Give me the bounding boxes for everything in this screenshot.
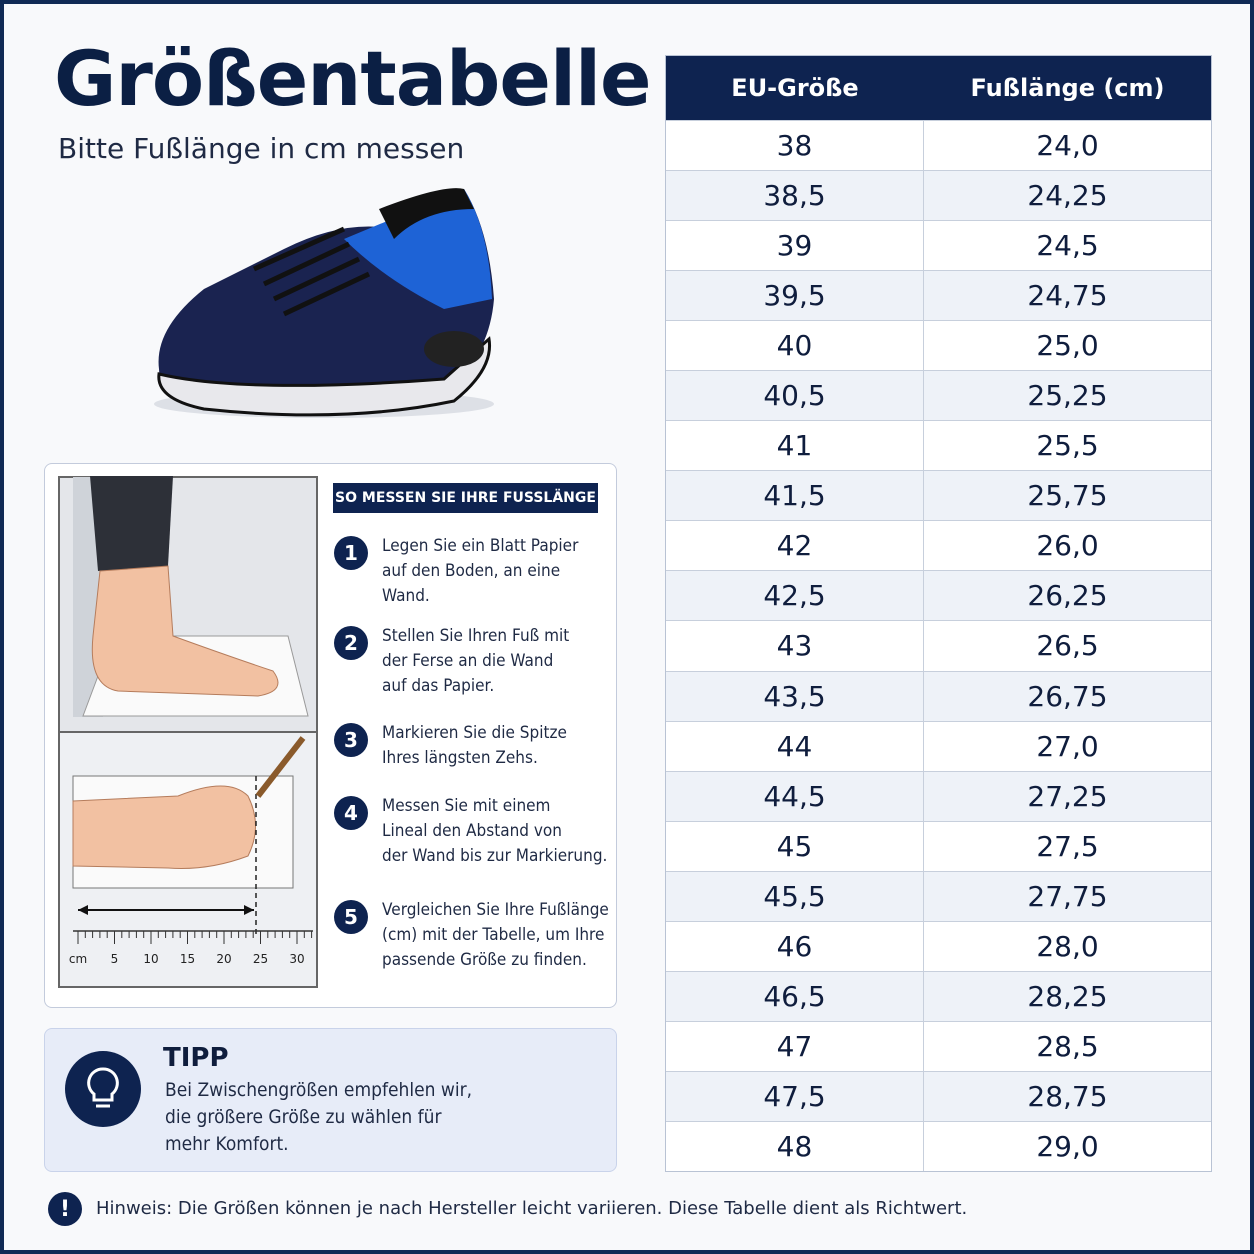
tip-title: TIPP bbox=[163, 1043, 229, 1073]
shoe-image bbox=[154, 188, 494, 418]
foot-illustration bbox=[58, 476, 318, 988]
step-text: passende Größe zu finden. bbox=[382, 950, 587, 970]
title: Größentabelle bbox=[54, 34, 652, 123]
step-text: auf den Boden, an eine bbox=[382, 561, 561, 581]
instructions-box: cm 5 10 15 20 25 30 bbox=[44, 463, 617, 1008]
table-cell: 27,25 bbox=[924, 770, 1211, 821]
step-number: 1 bbox=[334, 536, 368, 570]
table-cell: 38,5 bbox=[666, 170, 924, 221]
instructions-title: SO MESSEN SIE IHRE FUSSLÄNGE bbox=[333, 483, 598, 513]
step-text: auf das Papier. bbox=[382, 676, 495, 696]
table-cell: 26,0 bbox=[924, 520, 1211, 571]
table-cell: 40,5 bbox=[666, 370, 924, 421]
table-cell: 41,5 bbox=[666, 470, 924, 521]
table-cell: 44 bbox=[666, 720, 924, 771]
table-cell: 29,0 bbox=[924, 1120, 1211, 1171]
ruler-label: 15 bbox=[179, 952, 196, 966]
ruler-label: 10 bbox=[143, 952, 159, 966]
table-cell: 47 bbox=[666, 1020, 924, 1071]
table-cell: 41 bbox=[666, 420, 924, 471]
table-cell: 28,5 bbox=[924, 1020, 1211, 1071]
tip-box: TIPP Bei Zwischengrößen empfehlen wir, di… bbox=[44, 1028, 617, 1172]
table-cell: 24,75 bbox=[924, 270, 1211, 321]
table-cell: 43 bbox=[666, 620, 924, 671]
ruler-label: 5 bbox=[110, 952, 119, 966]
table-cell: 45,5 bbox=[666, 870, 924, 921]
table-cell: 40 bbox=[666, 320, 924, 371]
table-cell: 46,5 bbox=[666, 970, 924, 1021]
step-text: Markieren Sie die Spitze bbox=[382, 723, 567, 743]
table-cell: 46 bbox=[666, 920, 924, 971]
step-number: 4 bbox=[334, 796, 368, 830]
column-header: EU-Größe bbox=[666, 56, 925, 120]
table-cell: 28,25 bbox=[924, 970, 1211, 1021]
table-cell: 45 bbox=[666, 820, 924, 871]
table-cell: 24,25 bbox=[924, 170, 1211, 221]
step-text: (cm) mit der Tabelle, um Ihre bbox=[382, 925, 605, 945]
ruler-label: 25 bbox=[252, 952, 269, 966]
step-text: der Wand bis zur Markierung. bbox=[382, 846, 608, 866]
table-cell: 42 bbox=[666, 520, 924, 571]
table-cell: 39,5 bbox=[666, 270, 924, 321]
table-cell: 26,5 bbox=[924, 620, 1211, 671]
step-text: Lineal den Abstand von bbox=[382, 821, 562, 841]
table-cell: 26,25 bbox=[924, 570, 1211, 621]
table-cell: 24,5 bbox=[924, 220, 1211, 271]
table-cell: 25,0 bbox=[924, 320, 1211, 371]
note: Hinweis: Die Größen können je nach Herst… bbox=[96, 1198, 968, 1219]
step-number: 2 bbox=[334, 626, 368, 660]
tip-text: die größere Größe zu wählen für bbox=[165, 1106, 442, 1128]
tip-text: Bei Zwischengrößen empfehlen wir, bbox=[165, 1079, 473, 1101]
lightbulb-icon bbox=[65, 1051, 141, 1127]
column-header: Fußlänge (cm) bbox=[924, 56, 1211, 120]
step-number: 3 bbox=[334, 723, 368, 757]
step-text: Messen Sie mit einem bbox=[382, 796, 551, 816]
table-cell: 27,75 bbox=[924, 870, 1211, 921]
ruler-label: cm bbox=[68, 952, 88, 966]
step-text: Ihres längsten Zehs. bbox=[382, 748, 538, 768]
step-text: Stellen Sie Ihren Fuß mit bbox=[382, 626, 570, 646]
step-text: Vergleichen Sie Ihre Fußlänge bbox=[382, 900, 609, 920]
table-cell: 44,5 bbox=[666, 770, 924, 821]
ruler-label: 30 bbox=[289, 952, 305, 966]
table-cell: 25,25 bbox=[924, 370, 1211, 421]
step-text: der Ferse an die Wand bbox=[382, 651, 554, 671]
table-cell: 39 bbox=[666, 220, 924, 271]
size-table: EU-Größe Fußlänge (cm) 38 24,0 38,5 24,25 39 24… bbox=[665, 55, 1212, 1172]
table-cell: 42,5 bbox=[666, 570, 924, 621]
note-icon: ! bbox=[48, 1192, 82, 1226]
step-text: Wand. bbox=[382, 586, 430, 606]
table-cell: 28,0 bbox=[924, 920, 1211, 971]
table-cell: 48 bbox=[666, 1120, 924, 1171]
table-cell: 38 bbox=[666, 120, 924, 171]
table-cell: 27,5 bbox=[924, 820, 1211, 871]
table-cell: 25,75 bbox=[924, 470, 1211, 521]
table-cell: 47,5 bbox=[666, 1070, 924, 1121]
step-text: Legen Sie ein Blatt Papier bbox=[382, 536, 579, 556]
ruler-label: 20 bbox=[216, 952, 232, 966]
subtitle: Bitte Fußlänge in cm messen bbox=[58, 132, 465, 165]
table-cell: 27,0 bbox=[924, 720, 1211, 771]
tip-text: mehr Komfort. bbox=[165, 1133, 289, 1155]
step-number: 5 bbox=[334, 900, 368, 934]
table-cell: 26,75 bbox=[924, 670, 1211, 721]
table-cell: 28,75 bbox=[924, 1070, 1211, 1121]
table-cell: 25,5 bbox=[924, 420, 1211, 471]
table-cell: 24,0 bbox=[924, 120, 1211, 171]
table-cell: 43,5 bbox=[666, 670, 924, 721]
